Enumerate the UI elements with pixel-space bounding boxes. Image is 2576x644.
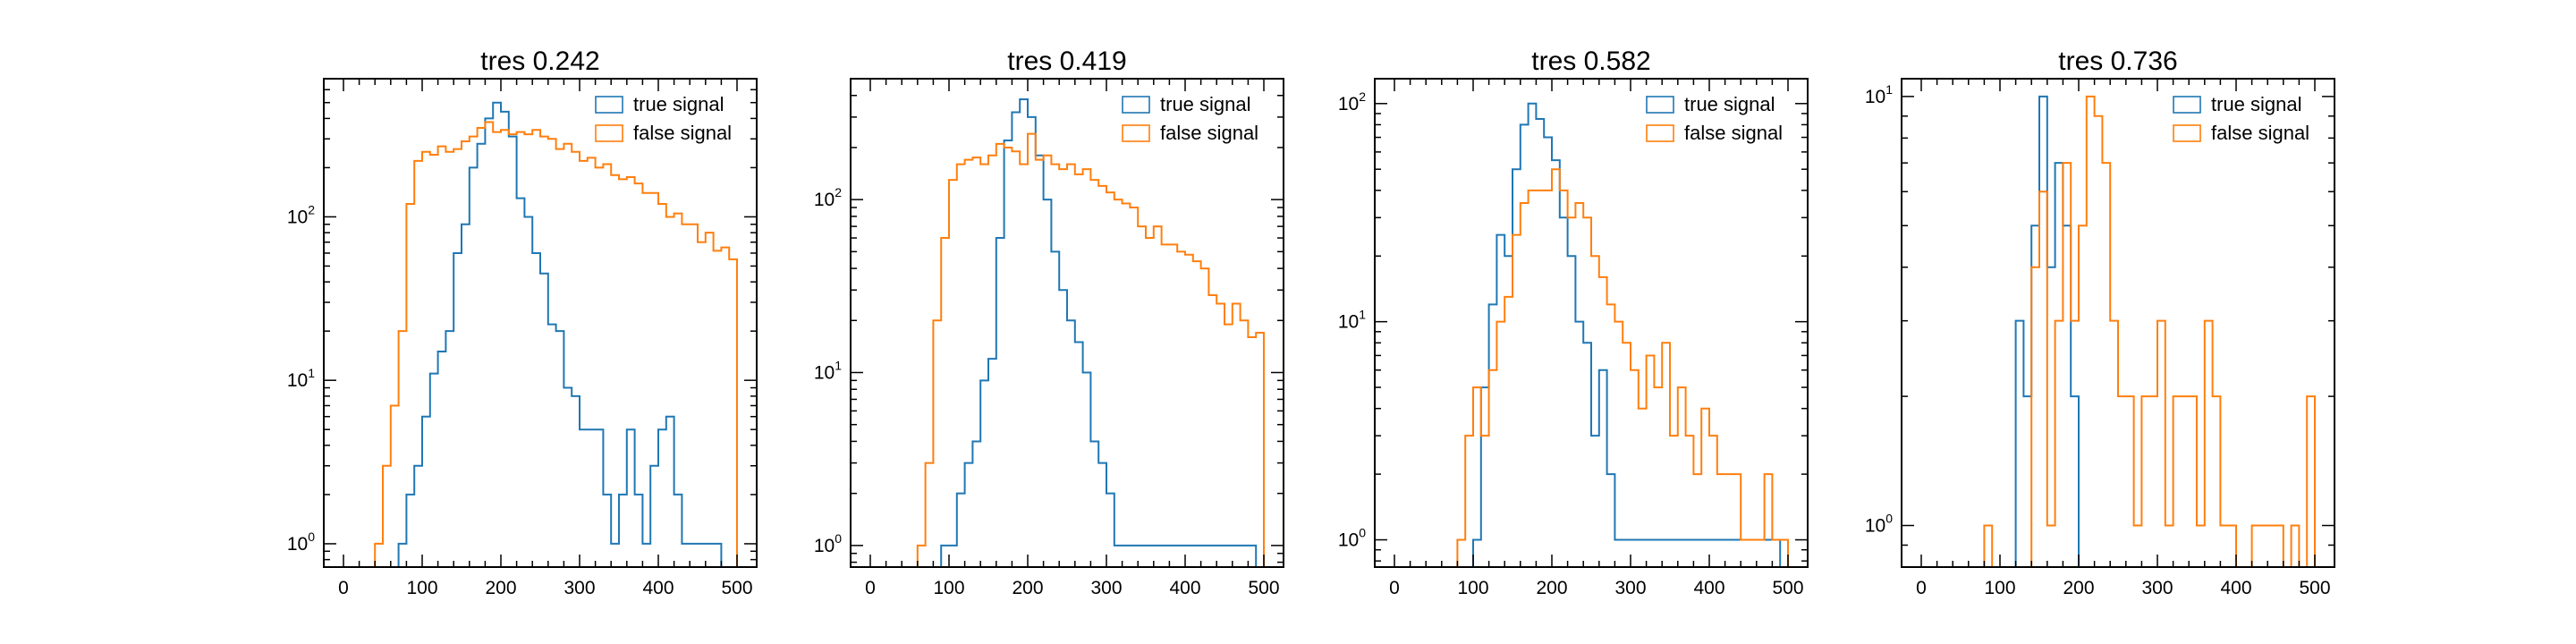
chart-panel-4: tres 0.736 0 100 200 300 400 500 100 101 true sig… [1865,47,2335,598]
histogram-false-signal [1983,95,2316,567]
x-tick-label: 0 [1389,578,1400,598]
legend-label-false-signal: false signal [1684,122,1783,144]
y-tick-label: 100 [1865,512,1893,537]
x-tick-label: 400 [1169,578,1200,598]
axes-frame [323,78,758,568]
x-tick-label: 0 [1916,578,1927,598]
legend-swatch-true-signal [2173,96,2201,114]
x-tick-label: 200 [2063,578,2094,598]
x-tick-label: 0 [338,578,349,598]
x-tick-label: 200 [485,578,516,598]
chart-title: tres 0.736 [2058,47,2177,76]
chart-title: tres 0.582 [1531,47,1650,76]
legend-label-false-signal: false signal [633,122,732,144]
legend-label-true-signal: true signal [1160,93,1251,115]
x-tick-label: 100 [933,578,964,598]
legend-label-true-signal: true signal [1684,93,1775,115]
legend-swatch-false-signal [595,124,623,142]
x-tick-label: 100 [1457,578,1488,598]
axes-frame [850,78,1284,568]
x-tick-label: 200 [1012,578,1043,598]
chart-panel-1: tres 0.242 0 100 200 300 400 500 100 101 102 true … [287,47,758,598]
histogram-true-signal [940,98,1258,567]
x-tick-label: 500 [1772,578,1803,598]
x-tick-label: 400 [642,578,674,598]
legend-swatch-false-signal [2173,124,2201,142]
legend-label-true-signal: true signal [2211,93,2302,115]
legend-label-true-signal: true signal [633,93,724,115]
x-tick-label: 300 [1090,578,1122,598]
legend-swatch-false-signal [1122,124,1150,142]
y-tick-label: 101 [1338,308,1366,333]
axes-frame [1374,78,1809,568]
histogram-false-signal [1456,168,1789,567]
histogram-false-signal [374,121,738,567]
x-tick-label: 300 [564,578,595,598]
x-tick-label: 500 [2299,578,2330,598]
y-tick-label: 100 [1338,526,1366,551]
x-tick-label: 400 [2220,578,2251,598]
y-tick-label: 102 [1338,89,1366,114]
histogram-true-signal [397,101,723,567]
x-tick-label: 200 [1536,578,1567,598]
chart-title: tres 0.419 [1007,47,1126,76]
legend-swatch-true-signal [1646,96,1674,114]
x-tick-label: 100 [1984,578,2015,598]
x-tick-label: 300 [1614,578,1646,598]
y-tick-label: 101 [1865,82,1893,107]
x-tick-label: 500 [1248,578,1279,598]
x-tick-label: 100 [406,578,437,598]
chart-panel-3: tres 0.582 0 100 200 300 400 500 100 101 102 true … [1338,47,1809,598]
y-tick-label: 102 [814,185,842,210]
y-tick-label: 100 [814,531,842,556]
y-tick-label: 101 [814,358,842,383]
legend-swatch-false-signal [1646,124,1674,142]
chart-title: tres 0.242 [480,47,599,76]
axes-frame [1901,78,2335,568]
y-tick-label: 102 [287,202,315,227]
x-tick-label: 300 [2141,578,2173,598]
y-tick-label: 101 [287,366,315,391]
legend-swatch-true-signal [1122,96,1150,114]
histogram-false-signal [916,132,1265,567]
x-tick-label: 500 [721,578,752,598]
legend-swatch-true-signal [595,96,623,114]
legend-label-false-signal: false signal [2211,122,2309,144]
legend-label-false-signal: false signal [1160,122,1258,144]
x-tick-label: 0 [865,578,876,598]
x-tick-label: 400 [1693,578,1724,598]
chart-panel-2: tres 0.419 0 100 200 300 400 500 100 101 102 true … [814,47,1284,598]
y-tick-label: 100 [287,530,315,555]
histogram-true-signal [1472,102,1782,567]
